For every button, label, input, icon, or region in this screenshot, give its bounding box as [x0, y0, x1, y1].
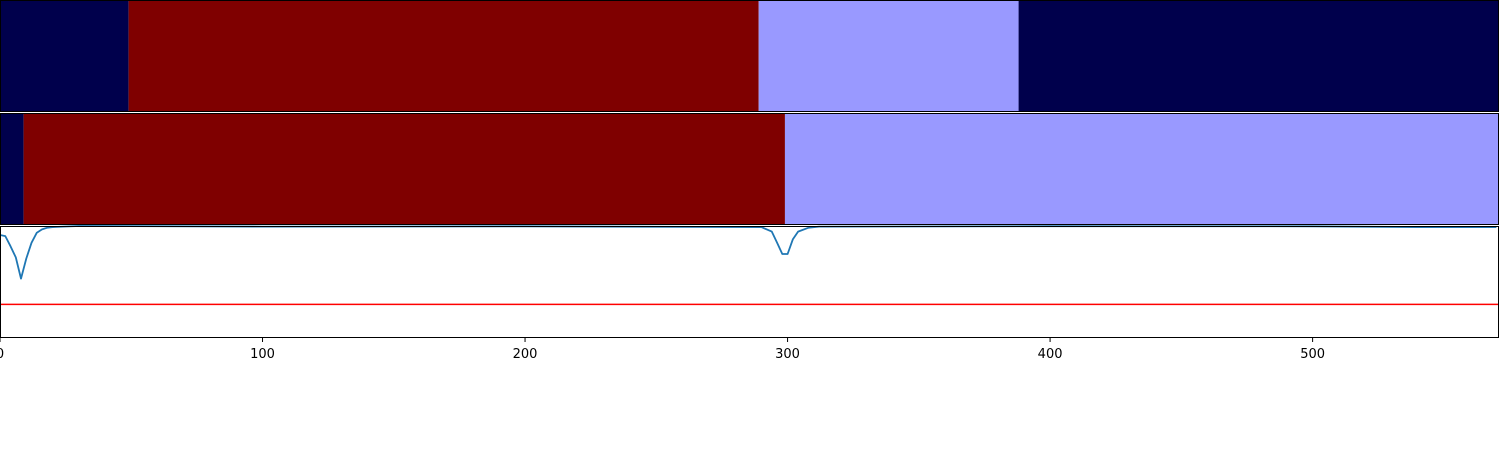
x-axis: 0 100 200 300 400 500 — [0, 338, 1325, 362]
heatmap-segment-1-0 — [0, 113, 24, 225]
segmentation-panel-1 — [0, 0, 1499, 112]
segmentation-panel-2 — [0, 113, 1499, 225]
probability-panel — [0, 225, 1499, 338]
heatmap-frame-0 — [0, 0, 1499, 112]
heatmap-segment-1-1 — [23, 113, 785, 225]
heatmap-frame-1 — [0, 113, 1499, 225]
heatmap-segment-1-2 — [784, 113, 1499, 225]
heatmap-segment-0-0 — [0, 0, 129, 112]
heatmap-segment-0-1 — [128, 0, 759, 112]
x-tick-label-5: 500 — [1300, 347, 1325, 362]
heatmap-segment-0-2 — [758, 0, 1019, 112]
probability-series-line-0 — [0, 225, 1497, 280]
x-tick-label-0: 0 — [0, 347, 4, 362]
heatmap-segment-0-3 — [1018, 0, 1499, 112]
x-tick-label-3: 300 — [775, 347, 800, 362]
x-tick-label-1: 100 — [250, 347, 275, 362]
line-panel-frame — [0, 226, 1499, 338]
x-tick-label-4: 400 — [1038, 347, 1063, 362]
x-tick-label-2: 200 — [513, 347, 538, 362]
